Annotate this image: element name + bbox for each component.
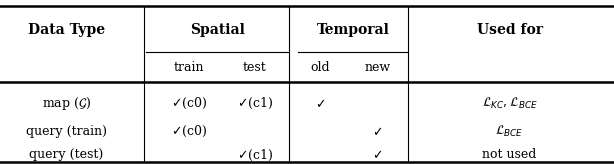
Text: $\mathcal{L}_{KC}, \mathcal{L}_{BCE}$: $\mathcal{L}_{KC}, \mathcal{L}_{BCE}$: [482, 96, 537, 111]
Text: $\checkmark$(c0): $\checkmark$(c0): [171, 124, 208, 139]
Text: $\checkmark$: $\checkmark$: [316, 97, 325, 110]
Text: not used: not used: [483, 148, 537, 162]
Text: new: new: [365, 61, 391, 74]
Text: Used for: Used for: [476, 22, 543, 37]
Text: query (test): query (test): [29, 148, 103, 162]
Text: $\checkmark$: $\checkmark$: [373, 148, 383, 162]
Text: $\mathcal{L}_{BCE}$: $\mathcal{L}_{BCE}$: [495, 124, 524, 139]
Text: Data Type: Data Type: [28, 22, 105, 37]
Text: test: test: [243, 61, 266, 74]
Text: Temporal: Temporal: [317, 22, 389, 37]
Text: $\checkmark$(c1): $\checkmark$(c1): [236, 147, 273, 163]
Text: map ($\mathcal{G}$): map ($\mathcal{G}$): [42, 95, 91, 112]
Text: train: train: [174, 61, 204, 74]
Text: $\checkmark$(c1): $\checkmark$(c1): [236, 96, 273, 111]
Text: query (train): query (train): [26, 125, 107, 138]
Text: $\checkmark$(c0): $\checkmark$(c0): [171, 96, 208, 111]
Text: old: old: [311, 61, 330, 74]
Text: $\checkmark$: $\checkmark$: [373, 125, 383, 138]
Text: Spatial: Spatial: [190, 22, 245, 37]
